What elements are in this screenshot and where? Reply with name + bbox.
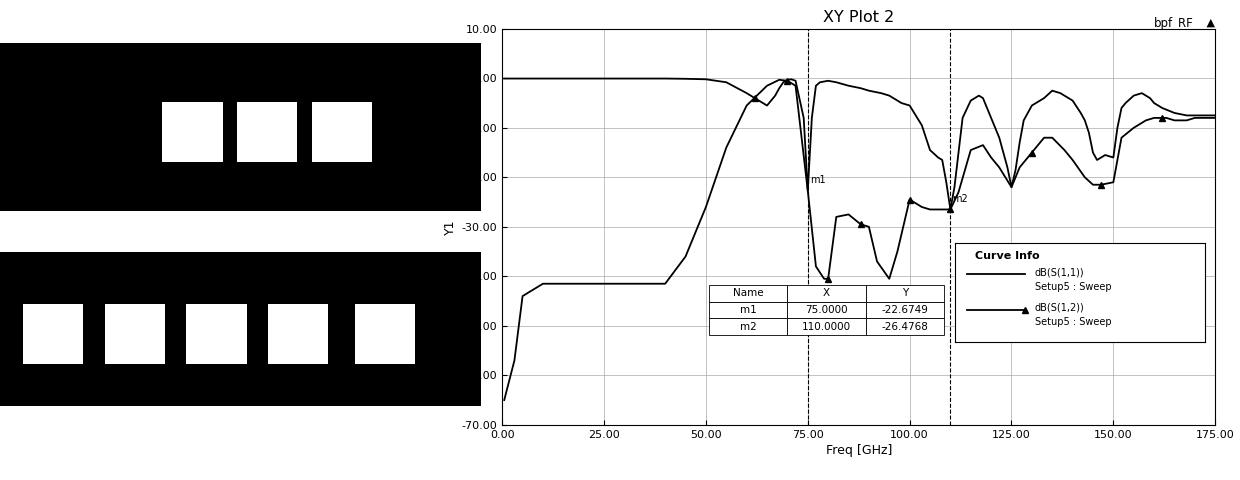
Bar	[182, 162, 202, 186]
Bar	[355, 304, 415, 364]
Bar	[22, 304, 83, 364]
Bar	[124, 279, 145, 304]
Bar	[206, 279, 227, 304]
Bar	[374, 279, 396, 304]
Text: m2: m2	[952, 194, 968, 204]
Bar	[162, 102, 222, 162]
Bar	[257, 162, 277, 186]
Bar	[268, 304, 329, 364]
Bar	[43, 279, 63, 304]
Bar	[186, 304, 247, 364]
Bar	[104, 304, 165, 364]
X-axis label: Freq [GHz]: Freq [GHz]	[826, 444, 892, 457]
Bar	[288, 279, 309, 304]
Bar	[0, 252, 481, 406]
Bar	[402, 43, 481, 211]
Bar	[331, 162, 352, 186]
Bar	[311, 102, 372, 162]
Bar	[0, 43, 135, 211]
Title: XY Plot 2: XY Plot 2	[823, 10, 894, 25]
Text: bpf_RF: bpf_RF	[1154, 17, 1194, 30]
Bar	[237, 102, 298, 162]
Text: m1: m1	[810, 175, 826, 185]
Text: ▲: ▲	[1203, 18, 1215, 28]
Y-axis label: Y1: Y1	[444, 219, 458, 235]
Bar	[135, 43, 423, 211]
